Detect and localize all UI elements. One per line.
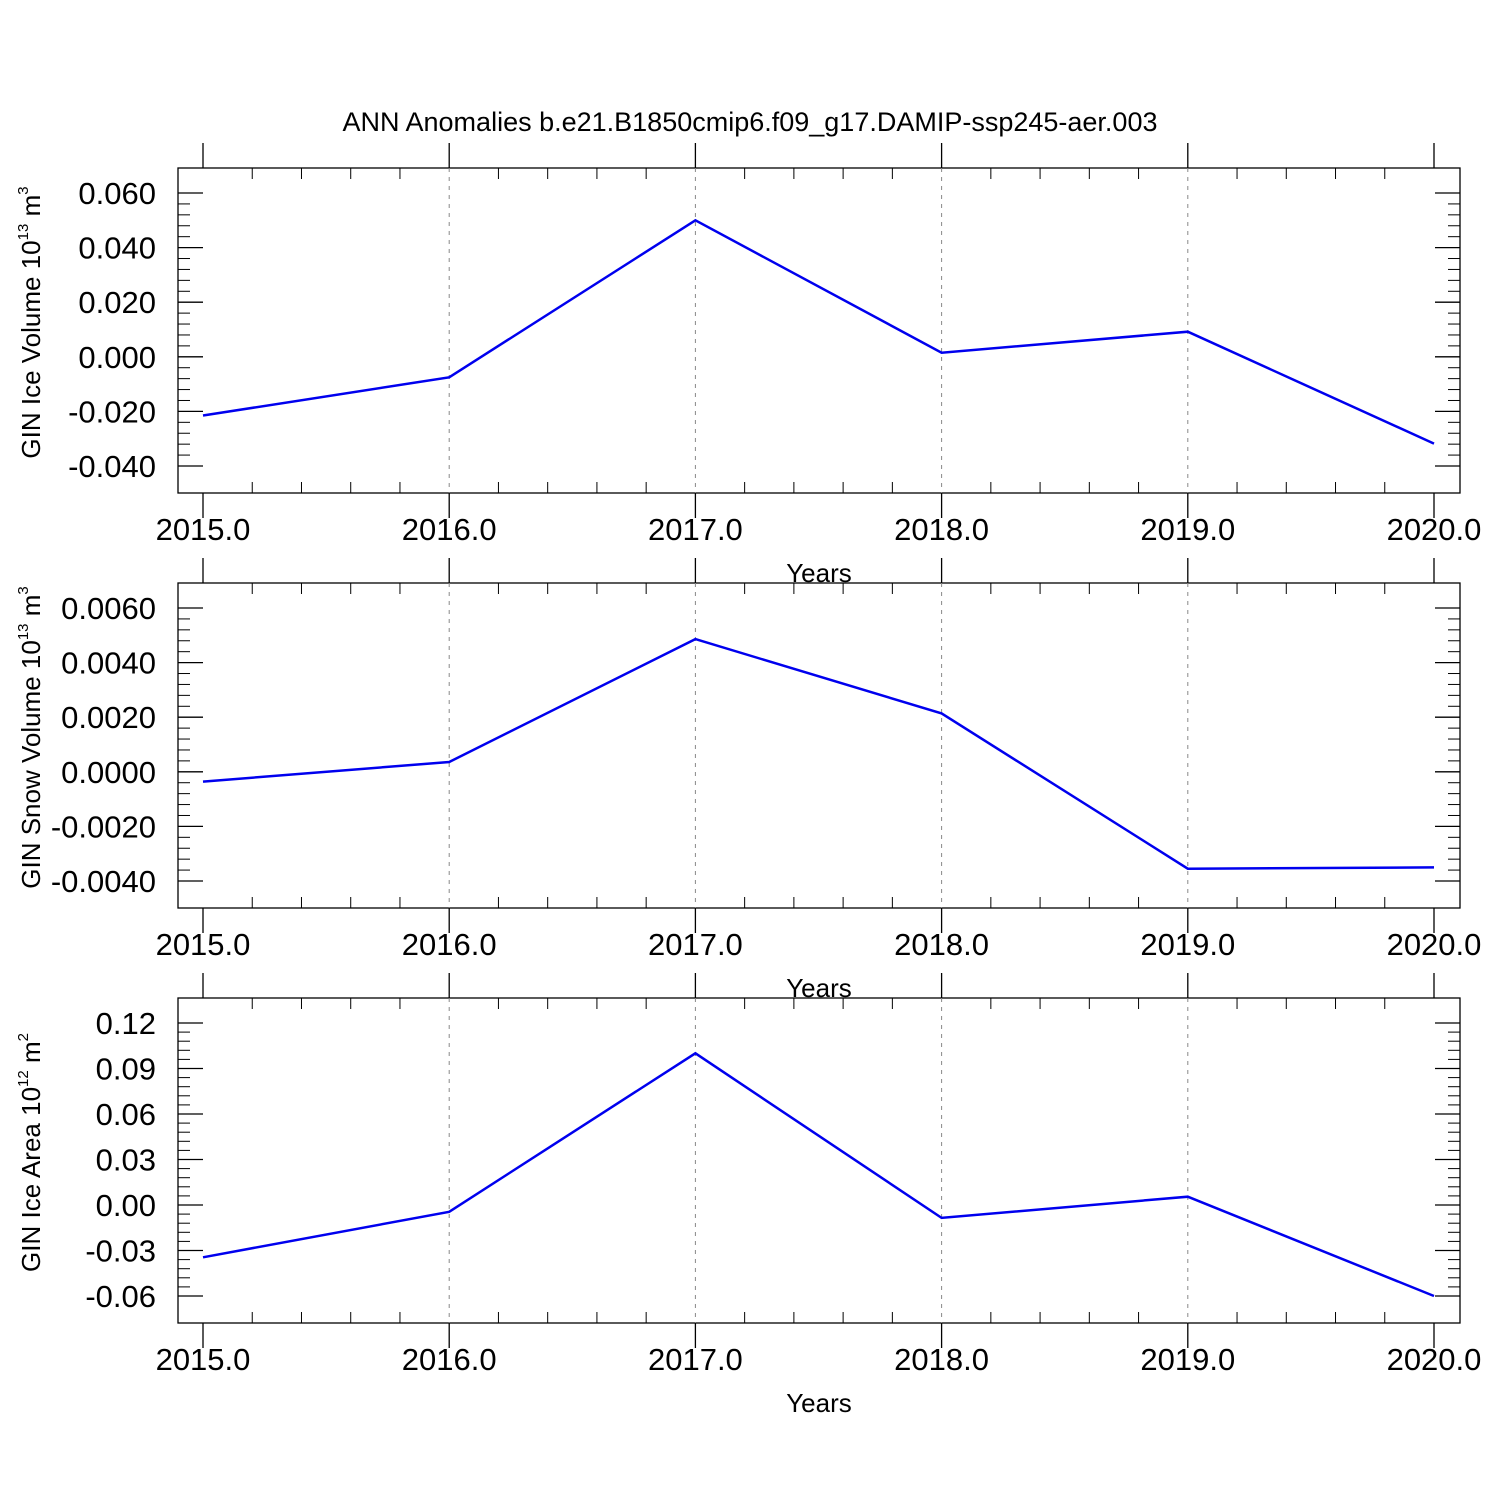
plot-frame [177,167,1461,494]
x-tick-label: 2019.0 [1140,512,1235,547]
x-tick-label: 2018.0 [894,512,989,547]
x-tick-label: 2018.0 [894,1342,989,1377]
panel-1: -0.040 -0.020 0.000 0.020 0.040 0.060 2015.0 20… [15,143,1481,588]
x-tick-label: 2017.0 [648,927,743,962]
x-tick-label: 2015.0 [156,512,251,547]
y-tick-label: 0.060 [78,176,156,211]
y-tick-label: 0.03 [96,1143,156,1178]
y-tick-label: 0.0040 [61,646,156,681]
y-tick-label: -0.040 [68,449,156,484]
panel-2: -0.0040 -0.0020 0.0000 0.0020 0.0040 0.0060 20… [15,558,1481,1003]
y-axis-label-unit: m [16,595,46,624]
figure-title: ANN Anomalies b.e21.B1850cmip6.f09_g17.D… [343,107,1158,137]
y-tick-label: 0.000 [78,340,156,375]
y-axis-label-exponent: 12 [15,1070,32,1087]
x-tick-label: 2017.0 [648,512,743,547]
y-axis-label-base: GIN Ice Area 10 [16,1087,46,1272]
x-tick-label: 2019.0 [1140,927,1235,962]
series-line [202,637,1435,870]
y-axis-label-exponent: 13 [15,623,32,640]
plot-frame [177,997,1461,1324]
x-tick-label: 2016.0 [402,512,497,547]
y-axis-label-exponent: 13 [15,224,32,241]
y-tick-label: 0.0000 [61,755,156,790]
y-tick-label: -0.020 [68,394,156,429]
y-axis-label: GIN Snow Volume 1013 m3 [15,586,46,889]
y-axis-label: GIN Ice Area 1012 m2 [15,1033,46,1272]
x-tick-label: 2020.0 [1387,1342,1482,1377]
y-axis-label-base: GIN Snow Volume 10 [16,640,46,889]
y-tick-label: -0.03 [85,1234,156,1269]
y-tick-label: 0.0060 [61,591,156,626]
y-tick-label: 0.040 [78,231,156,266]
x-tick-label: 2019.0 [1140,1342,1235,1377]
y-tick-label: 0.12 [96,1006,156,1041]
y-axis-label-unit-exponent: 2 [15,1033,32,1041]
y-tick-label: 0.00 [96,1188,156,1223]
x-tick-label: 2020.0 [1387,927,1482,962]
y-tick-label: 0.0020 [61,700,156,735]
y-axis-label-unit-exponent: 3 [15,186,32,194]
x-tick-label: 2020.0 [1387,512,1482,547]
x-tick-label: 2016.0 [402,927,497,962]
y-axis-label-unit-exponent: 3 [15,586,32,594]
x-tick-label: 2017.0 [648,1342,743,1377]
x-axis-label: Years [786,1388,852,1418]
y-tick-label: 0.06 [96,1097,156,1132]
y-axis-label-unit: m [16,1041,46,1070]
plot-frame [177,582,1461,909]
y-axis-label: GIN Ice Volume 1013 m3 [15,186,46,458]
series-line [202,218,1435,445]
x-tick-label: 2015.0 [156,1342,251,1377]
y-tick-label: -0.06 [85,1279,156,1314]
x-tick-label: 2018.0 [894,927,989,962]
panel-3: -0.06 -0.03 0.00 0.03 0.06 0.09 0.12 2015.0 2016… [15,973,1481,1418]
y-tick-label: 0.020 [78,285,156,320]
y-tick-label: 0.09 [96,1052,156,1087]
x-tick-label: 2015.0 [156,927,251,962]
y-tick-label: -0.0020 [51,809,156,844]
y-axis-label-base: GIN Ice Volume 10 [16,240,46,458]
x-tick-label: 2016.0 [402,1342,497,1377]
y-axis-label-unit: m [16,195,46,224]
series-line [202,1051,1435,1298]
y-tick-label: -0.0040 [51,864,156,899]
